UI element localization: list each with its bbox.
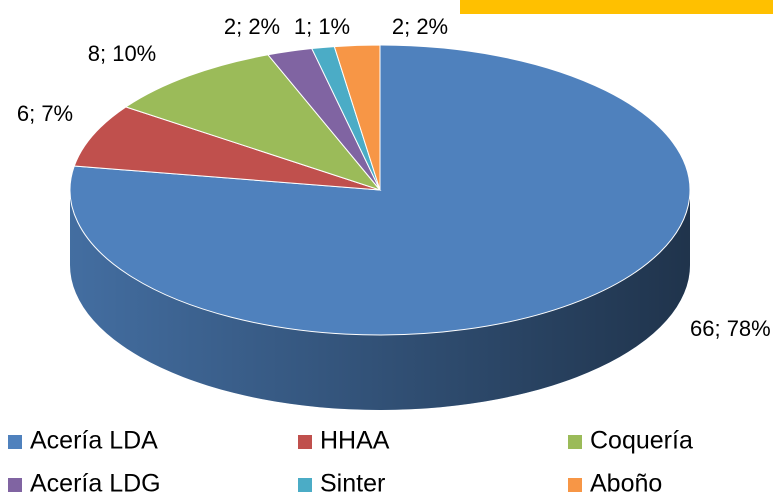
legend-swatch [8, 478, 22, 492]
data-label: 8; 10% [88, 41, 157, 66]
pie-slice [73, 106, 381, 191]
legend-label: Acería LDG [30, 470, 161, 498]
legend-swatch [298, 478, 312, 492]
data-label: 6; 7% [17, 101, 73, 126]
pie-slice [124, 54, 382, 192]
legend-swatch [298, 435, 312, 449]
data-label: 66; 78% [690, 316, 771, 341]
legend-item: Coquería [568, 427, 693, 455]
legend-label: HHAA [320, 427, 390, 455]
legend-label: Acería LDA [30, 427, 158, 455]
legend-label: Coquería [590, 427, 693, 455]
legend-item: Sinter [298, 470, 385, 498]
legend-label: Aboño [590, 470, 662, 498]
legend-item: Acería LDG [8, 470, 161, 498]
header-box [460, 0, 773, 14]
pie-slice [333, 44, 381, 191]
data-label: 2; 2% [392, 14, 448, 39]
legend-item: Aboño [568, 470, 662, 498]
legend-label: Sinter [320, 470, 385, 498]
legend-item: HHAA [298, 427, 390, 455]
legend-swatch [8, 435, 22, 449]
legend-swatch [568, 478, 582, 492]
data-label: 2; 2% [224, 14, 280, 39]
legend-swatch [568, 435, 582, 449]
legend-item: Acería LDA [8, 427, 158, 455]
data-label: 1; 1% [294, 14, 350, 39]
pie-side-shade [70, 190, 690, 410]
